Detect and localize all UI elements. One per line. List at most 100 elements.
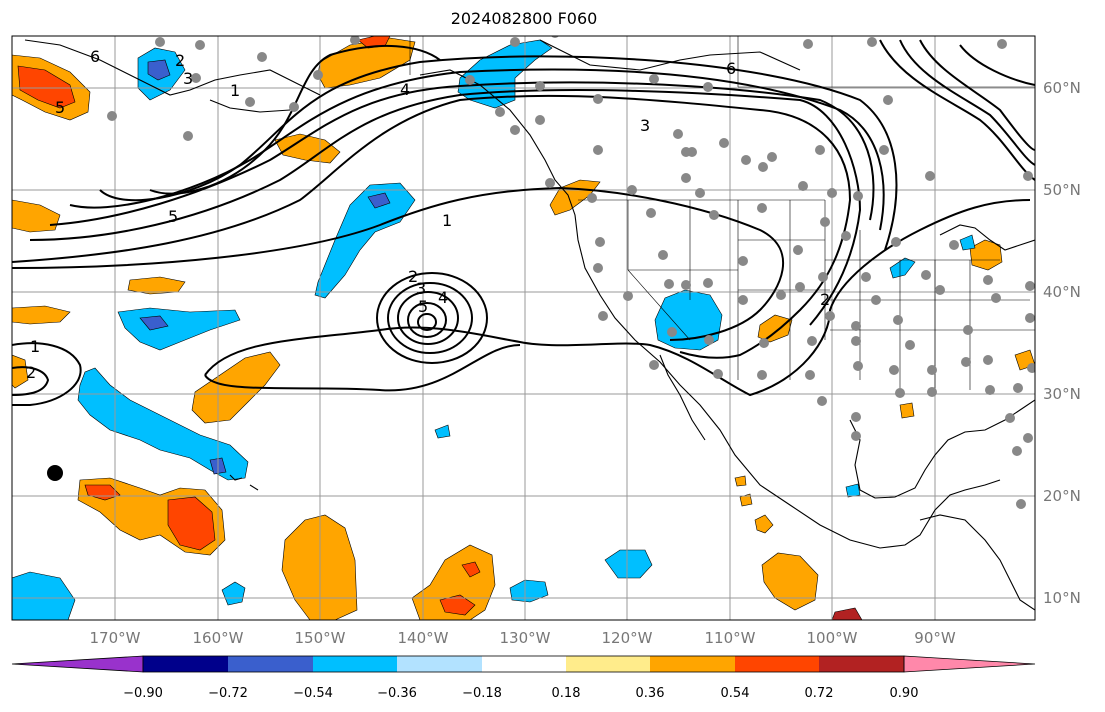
colorbar-tick-label: 0.36 — [636, 686, 665, 701]
contour-label: 3 — [416, 279, 426, 298]
lon-label: 130°W — [500, 629, 551, 647]
positive-anomaly-region — [12, 305, 71, 325]
map-title: 2024082800 F060 — [450, 9, 598, 28]
longitude-labels: 170°W 160°W 150°W 140°W 130°W 120°W 110°… — [90, 629, 956, 647]
low-center-contours — [376, 272, 488, 364]
negative-anomaly-region — [959, 234, 976, 251]
contour-label: 2 — [820, 290, 830, 309]
contour-label: 1 — [442, 211, 452, 230]
lat-label: 40°N — [1043, 283, 1081, 301]
contour-line — [99, 55, 898, 251]
colorbar-segment — [566, 656, 650, 672]
colorbar-tick-label: 0.90 — [890, 686, 919, 701]
lon-label: 150°W — [295, 629, 346, 647]
contour-line — [29, 89, 862, 326]
colorbar-tick-label: 0.72 — [805, 686, 834, 701]
colorbar-tick-label: −0.18 — [462, 686, 502, 701]
contour-line — [12, 94, 852, 359]
positive-anomaly-region — [831, 607, 863, 620]
contour-line — [149, 45, 441, 195]
colorbar-tick-label: −0.54 — [293, 686, 333, 701]
positive-anomaly-region — [969, 239, 1003, 271]
negative-anomaly-region — [314, 182, 416, 299]
negative-anomaly-region — [12, 571, 76, 620]
contour-label: 3 — [183, 69, 193, 88]
negative-anomaly-region — [139, 315, 169, 331]
lat-label: 10°N — [1043, 589, 1081, 607]
lon-label: 100°W — [807, 629, 858, 647]
contour-line — [919, 39, 1035, 151]
lat-label: 60°N — [1043, 79, 1081, 97]
negative-anomaly-region — [889, 257, 916, 279]
colorbar-segment — [313, 656, 397, 672]
colorbar-segment — [650, 656, 735, 672]
colorbar-tick-label: −0.36 — [377, 686, 417, 701]
negative-anomaly-region — [77, 367, 249, 481]
colorbar-outline — [142, 655, 905, 673]
contour-line — [12, 366, 50, 396]
contour-line — [879, 39, 1035, 181]
contour-line — [959, 44, 1035, 86]
positive-anomaly-region — [17, 65, 76, 109]
colorbar-tick-label: 0.54 — [721, 686, 750, 701]
latitude-labels: 60°N 50°N 40°N 30°N 20°N 10°N — [1043, 79, 1081, 607]
positive-anomaly-region — [12, 354, 29, 389]
negative-anomaly-region — [221, 581, 246, 606]
lon-label: 90°W — [914, 629, 956, 647]
lon-label: 110°W — [705, 629, 756, 647]
contour-label: 6 — [90, 47, 100, 66]
lon-label: 120°W — [602, 629, 653, 647]
negative-anomaly-region — [845, 483, 861, 498]
negative-anomaly-region — [604, 549, 653, 579]
contour-label: 5 — [55, 98, 65, 117]
contour-label: 2 — [408, 267, 418, 286]
lon-label: 160°W — [193, 629, 244, 647]
map-panel — [12, 36, 1035, 620]
positive-anomaly-region — [12, 199, 61, 233]
coastlines — [24, 39, 1035, 611]
colorbar-tick-labels: −0.90 −0.72 −0.54 −0.36 −0.18 0.18 0.36 … — [123, 686, 918, 701]
positive-anomaly-region — [754, 514, 774, 534]
contour-label: 6 — [726, 59, 736, 78]
lat-label: 30°N — [1043, 385, 1081, 403]
contour-label: 5 — [418, 297, 428, 316]
colorbar — [11, 655, 1036, 673]
contour-label: 1 — [30, 337, 40, 356]
contour-label: 4 — [438, 288, 448, 307]
colorbar-tick-label: −0.90 — [123, 686, 163, 701]
colorbar-tick-label: −0.72 — [208, 686, 248, 701]
positive-anomaly-region — [757, 314, 793, 343]
negative-anomaly-region — [367, 192, 391, 209]
contour-label: 1 — [230, 81, 240, 100]
height-contours — [12, 39, 1035, 406]
map-frame — [11, 35, 1036, 621]
colorbar-segment — [819, 656, 904, 672]
colorbar-segment — [228, 656, 313, 672]
anomaly-fills — [12, 36, 1035, 620]
lon-label: 170°W — [90, 629, 141, 647]
contour-label: 4 — [400, 80, 410, 99]
positive-anomaly-region — [439, 594, 476, 616]
contour-line — [204, 344, 521, 392]
contour-label: 3 — [640, 116, 650, 135]
contour-label: 2 — [175, 51, 185, 70]
contour-line — [12, 342, 82, 406]
colorbar-extend-low — [11, 655, 144, 673]
colorbar-extend-high — [903, 655, 1036, 673]
lon-label: 140°W — [398, 629, 449, 647]
lat-label: 20°N — [1043, 487, 1081, 505]
positive-anomaly-region — [739, 493, 753, 507]
positive-anomaly-region — [167, 496, 216, 551]
negative-anomaly-region — [147, 59, 171, 81]
contour-line — [69, 68, 885, 231]
colorbar-segment — [143, 656, 228, 672]
colorbar-segment — [482, 656, 566, 672]
negative-anomaly-region — [434, 424, 451, 439]
contour-labels: 6 5 4 3 2 1 5 5 4 3 2 1 6 3 2 1 2 — [26, 47, 830, 382]
positive-anomaly-region — [461, 561, 481, 578]
station-dots — [107, 36, 1035, 509]
positive-anomaly-region — [274, 133, 341, 164]
contour-line — [12, 186, 784, 341]
colorbar-tick-label: 0.18 — [552, 686, 581, 701]
contour-label: 5 — [168, 207, 178, 226]
